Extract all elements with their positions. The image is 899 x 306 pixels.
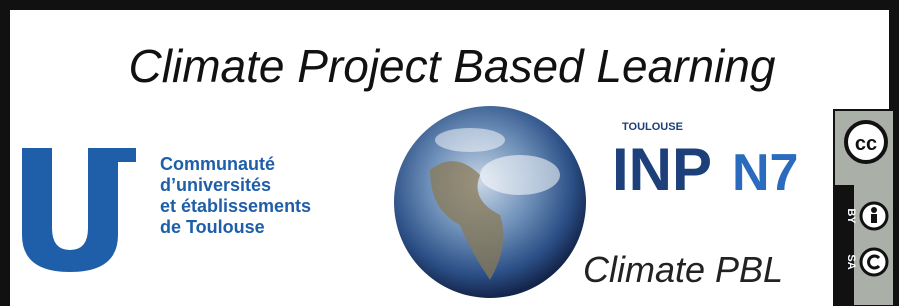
ut-line: Communauté <box>160 154 275 174</box>
ut-t-bar <box>98 148 136 162</box>
license-badge: cc BY SA <box>834 110 894 306</box>
cloud <box>480 155 560 195</box>
inp-city: TOULOUSE <box>622 121 683 133</box>
sa-icon <box>861 249 887 275</box>
by-icon-body <box>871 214 877 223</box>
ut-line: d’universités <box>160 175 271 195</box>
inp-school: N7 <box>732 144 798 202</box>
title: Climate Project Based Learning <box>129 40 776 92</box>
badge-by: BY <box>845 208 857 224</box>
earth <box>394 106 586 298</box>
caption: Climate PBL <box>583 249 783 290</box>
cc-icon-glyph: cc <box>855 133 877 155</box>
badge-strip <box>834 185 854 306</box>
inp-name: INP <box>612 136 712 203</box>
by-icon-head <box>871 207 877 213</box>
ut-line: et établissements <box>160 196 311 216</box>
ut-line: de Toulouse <box>160 217 265 237</box>
banner: Climate Project Based Learning Communaut… <box>0 0 899 306</box>
badge-sa: SA <box>845 254 857 269</box>
cloud <box>435 128 505 152</box>
